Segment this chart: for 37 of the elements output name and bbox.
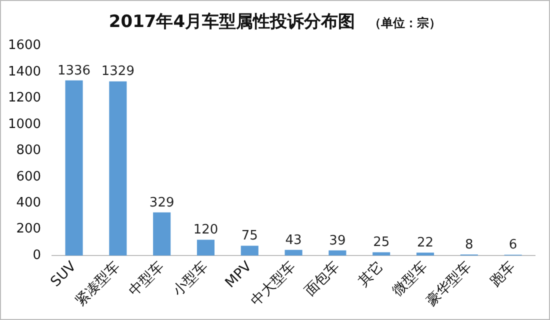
- x-tick-label: 其它: [356, 258, 387, 290]
- bar: [372, 252, 390, 256]
- bar: [153, 212, 171, 256]
- data-label: 75: [241, 228, 258, 244]
- data-label: 39: [329, 233, 346, 248]
- data-label: 1336: [57, 63, 91, 78]
- bar: [196, 240, 215, 256]
- y-tick-label: 400: [16, 195, 42, 210]
- y-tick-label: 1600: [8, 38, 42, 54]
- bar: [416, 252, 434, 256]
- data-label: 22: [416, 236, 434, 251]
- x-tick-label: 面包车: [302, 258, 343, 300]
- bar: [109, 81, 127, 256]
- y-tick-label: 800: [16, 143, 42, 158]
- data-label: 43: [285, 232, 302, 248]
- data-label: 8: [465, 237, 474, 252]
- bar: [284, 250, 302, 256]
- data-label: 6: [508, 238, 518, 253]
- bar: [240, 246, 258, 256]
- chart-subtitle: （单位：宗）: [369, 16, 442, 30]
- bar: [65, 80, 83, 256]
- y-tick-label: 1000: [8, 116, 42, 132]
- y-tick-label: 200: [16, 222, 42, 237]
- bar: [328, 250, 346, 256]
- data-label: 1329: [101, 64, 134, 80]
- x-tick-label: 中型车: [126, 258, 168, 300]
- data-label: 120: [193, 222, 218, 238]
- y-tick-label: 600: [16, 169, 42, 184]
- data-label: 25: [373, 235, 390, 250]
- x-tick-label: 小型车: [170, 258, 212, 300]
- y-tick-label: 1400: [8, 64, 42, 80]
- y-tick-label: 1200: [8, 90, 42, 106]
- data-label: 329: [149, 195, 174, 210]
- x-tick-label: 中大型车: [248, 258, 299, 310]
- y-tick-label: 0: [32, 248, 42, 263]
- chart-title: 2017年4月车型属性投诉分布图: [108, 12, 356, 32]
- x-tick-label: 跑车: [487, 258, 518, 290]
